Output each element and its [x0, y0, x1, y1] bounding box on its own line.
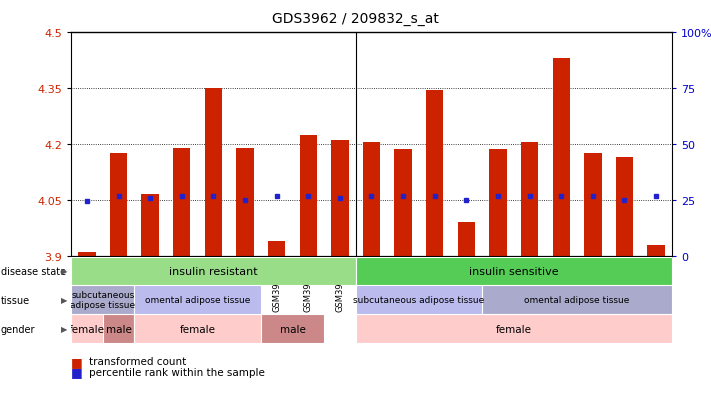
Bar: [109, 154, 127, 256]
Text: ■: ■: [71, 365, 83, 378]
Text: female: female: [69, 324, 105, 334]
Text: female: female: [180, 324, 215, 334]
Text: GDS3962 / 209832_s_at: GDS3962 / 209832_s_at: [272, 12, 439, 26]
Text: subcutaneous
adipose tissue: subcutaneous adipose tissue: [70, 290, 135, 309]
Bar: [521, 143, 538, 256]
Text: subcutaneous adipose tissue: subcutaneous adipose tissue: [353, 295, 485, 304]
Bar: [552, 59, 570, 256]
Bar: [356, 257, 672, 285]
Bar: [648, 245, 665, 256]
Bar: [71, 257, 356, 285]
Text: ▶: ▶: [61, 295, 68, 304]
Bar: [426, 91, 444, 256]
Bar: [71, 286, 134, 314]
Bar: [205, 89, 222, 256]
Bar: [356, 286, 482, 314]
Text: ▶: ▶: [61, 266, 68, 275]
Bar: [482, 286, 672, 314]
Bar: [236, 148, 254, 256]
Bar: [261, 315, 324, 343]
Bar: [78, 252, 95, 256]
Text: transformed count: transformed count: [89, 356, 186, 366]
Bar: [141, 195, 159, 256]
Text: male: male: [106, 324, 132, 334]
Text: disease state: disease state: [1, 266, 66, 276]
Text: omental adipose tissue: omental adipose tissue: [524, 295, 630, 304]
Bar: [356, 315, 672, 343]
Text: ■: ■: [71, 355, 83, 368]
Text: ▶: ▶: [61, 324, 68, 333]
Bar: [173, 148, 191, 256]
Bar: [71, 315, 102, 343]
Bar: [134, 315, 261, 343]
Bar: [395, 150, 412, 256]
Text: gender: gender: [1, 324, 36, 334]
Text: male: male: [279, 324, 306, 334]
Text: insulin sensitive: insulin sensitive: [469, 266, 559, 276]
Bar: [299, 135, 317, 256]
Bar: [584, 154, 602, 256]
Bar: [489, 150, 507, 256]
Bar: [331, 141, 348, 256]
Text: omental adipose tissue: omental adipose tissue: [145, 295, 250, 304]
Bar: [102, 315, 134, 343]
Text: insulin resistant: insulin resistant: [169, 266, 257, 276]
Bar: [616, 157, 634, 256]
Bar: [458, 223, 475, 256]
Bar: [363, 143, 380, 256]
Bar: [268, 241, 285, 256]
Text: percentile rank within the sample: percentile rank within the sample: [89, 367, 264, 377]
Text: female: female: [496, 324, 532, 334]
Bar: [134, 286, 261, 314]
Text: tissue: tissue: [1, 295, 30, 305]
